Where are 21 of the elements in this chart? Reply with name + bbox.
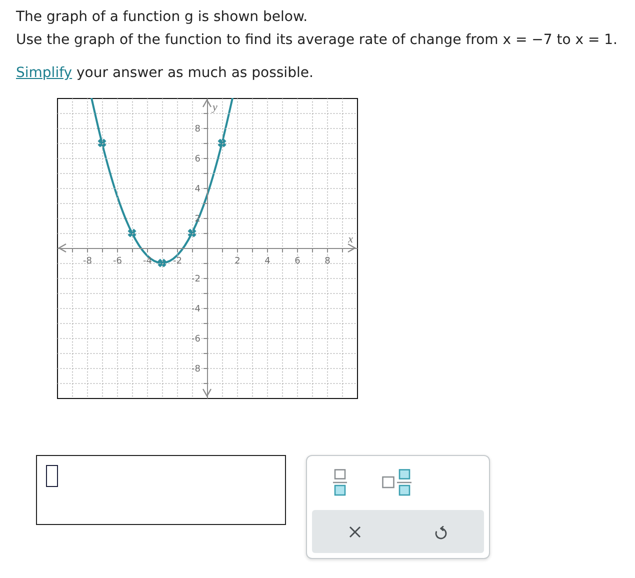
x-tick-label: -6 (113, 256, 122, 266)
y-tick-label: 4 (194, 184, 201, 194)
y-axis-title: y (212, 102, 218, 114)
y-tick-label: 8 (194, 124, 201, 134)
x-tick-label: -4 (143, 256, 152, 266)
x-tick-label: 4 (264, 256, 271, 266)
x-tick-label: 2 (234, 256, 240, 266)
y-tick-label: 6 (194, 154, 201, 164)
x-tick-label: -8 (83, 256, 92, 266)
x-tick-label: -2 (173, 256, 182, 266)
y-tick-label: -2 (192, 274, 200, 284)
x-tick-label: 6 (294, 256, 301, 266)
chart-subtitle: Use the graph of the function to find its average rate of change from x = −7 to x = 1. (16, 32, 618, 48)
x-tick-label: 8 (324, 256, 331, 266)
text: Simplify your answer as much as possible. (16, 65, 314, 81)
y-tick-label: -8 (192, 364, 201, 374)
y-tick-label: -6 (192, 334, 201, 344)
x-axis-title: x (347, 234, 354, 246)
y-tick-label: -4 (192, 304, 201, 314)
y-tick-label: 2 (194, 214, 200, 224)
chart-title: The graph of a function g is shown below. (16, 9, 308, 25)
